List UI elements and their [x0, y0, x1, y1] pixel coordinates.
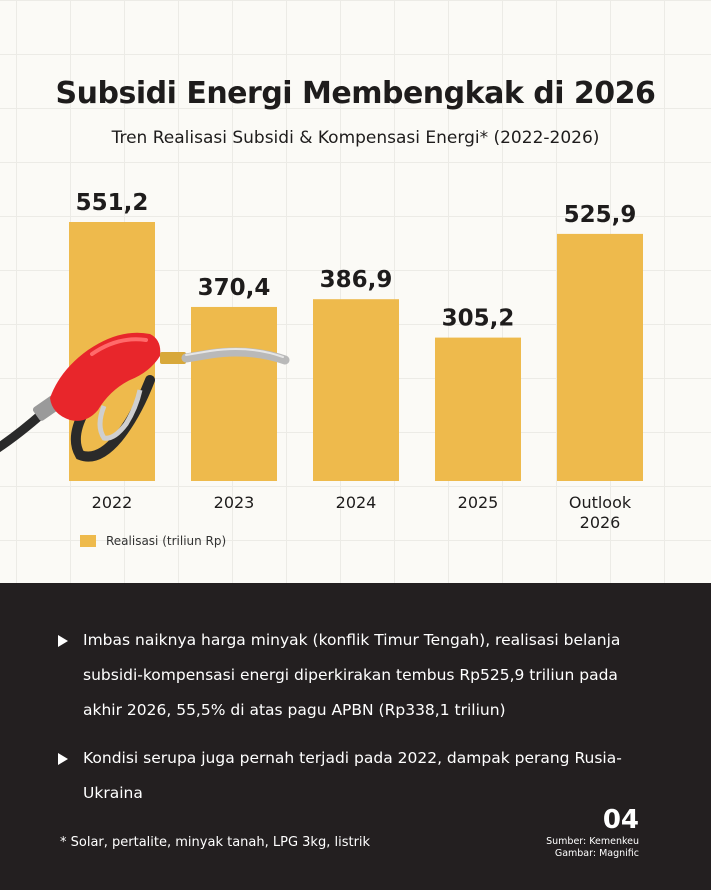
- footnote: * Solar, pertalite, minyak tanah, LPG 3k…: [60, 835, 371, 850]
- notes-panel: Imbas naiknya harga minyak (konflik Timu…: [0, 583, 711, 890]
- data-label-3: 305,2: [442, 306, 515, 332]
- legend-label: Realisasi (triliun Rp): [106, 534, 227, 548]
- page-number: 04: [602, 805, 639, 835]
- page-title: Subsidi Energi Membengkak di 2026: [55, 76, 656, 111]
- category-label-3: 2025: [458, 493, 499, 512]
- category-label-0: 2022: [92, 493, 133, 512]
- note-text: Kondisi serupa juga pernah terjadi pada …: [83, 749, 622, 802]
- fuel-nozzle-icon: [0, 332, 290, 462]
- bar-1: [191, 306, 277, 481]
- data-label-2: 386,9: [320, 267, 393, 293]
- page-subtitle: Tren Realisasi Subsidi & Kompensasi Ener…: [111, 128, 600, 148]
- note-item: Imbas naiknya harga minyak (konflik Timu…: [58, 623, 658, 728]
- bar-3: [435, 337, 521, 481]
- credits: Sumber: Kemenkeu Gambar: Magnific: [546, 836, 639, 860]
- data-label-4: 525,9: [564, 202, 637, 228]
- triangle-bullet-icon: [58, 635, 68, 647]
- note-item: Kondisi serupa juga pernah terjadi pada …: [58, 741, 658, 811]
- bar-4: [557, 233, 643, 481]
- image-credit: Gambar: Magnific: [554, 848, 639, 859]
- bar-chart: 551,2 2022 370,4 2023 386,9 2024 305,2 2025 525,…: [69, 190, 643, 532]
- category-label-2: 2024: [336, 493, 377, 512]
- bar-2: [313, 299, 399, 481]
- source-credit: Sumber: Kemenkeu: [546, 836, 639, 847]
- triangle-bullet-icon: [58, 753, 68, 765]
- chart-legend: Realisasi (triliun Rp): [80, 534, 226, 548]
- category-label-4: Outlook 2026: [569, 493, 632, 532]
- data-label-1: 370,4: [198, 275, 271, 301]
- data-label-0: 551,2: [76, 190, 149, 216]
- category-label-1: 2023: [214, 493, 255, 512]
- legend-swatch: [80, 535, 96, 547]
- note-text: Imbas naiknya harga minyak (konflik Timu…: [83, 631, 621, 719]
